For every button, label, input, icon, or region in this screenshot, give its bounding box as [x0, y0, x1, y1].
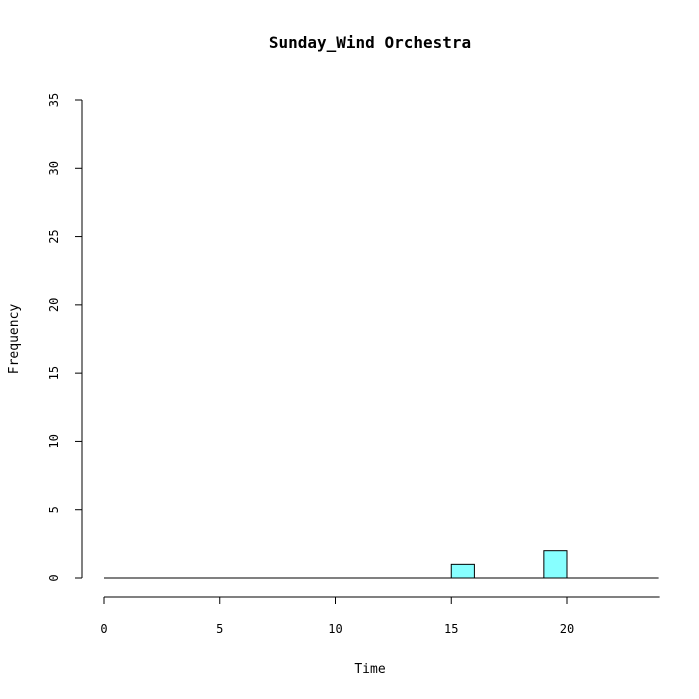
y-tick-label: 25 [47, 229, 61, 243]
chart-title: Sunday_Wind Orchestra [269, 33, 471, 52]
y-tick-label: 35 [47, 93, 61, 107]
x-tick-label: 5 [216, 622, 223, 636]
x-axis: 0 5 10 15 20 [100, 596, 660, 636]
y-tick-label: 5 [47, 506, 61, 513]
y-axis-label: Frequency [7, 304, 22, 375]
x-tick-label: 10 [328, 622, 342, 636]
y-tick-label: 30 [47, 161, 61, 175]
x-tick-label: 15 [444, 622, 458, 636]
x-tick-label: 20 [560, 622, 574, 636]
x-tick-label: 0 [100, 622, 107, 636]
x-axis-label: Time [354, 662, 385, 677]
y-tick-label: 10 [47, 434, 61, 448]
histogram-bar [450, 563, 475, 579]
y-tick-label: 0 [47, 574, 61, 581]
histogram-bar [543, 550, 568, 579]
y-tick-label: 15 [47, 366, 61, 380]
histogram-bars [104, 550, 659, 579]
y-axis: 0 5 10 15 20 25 30 35 [47, 93, 83, 582]
y-tick-label: 20 [47, 298, 61, 312]
